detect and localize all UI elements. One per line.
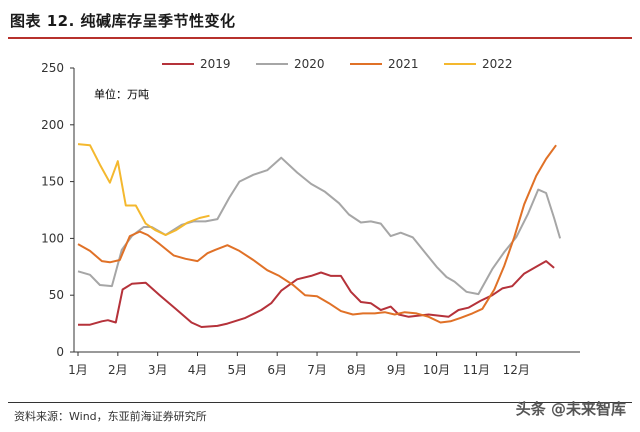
series-line-2019 — [78, 260, 555, 328]
x-tick-label: 6月 — [267, 363, 287, 377]
y-tick-label: 100 — [41, 231, 64, 245]
x-tick-label: 10月 — [423, 363, 450, 377]
series-line-2022 — [77, 143, 210, 236]
legend-label-2022: 2022 — [482, 57, 513, 71]
y-tick-label: 200 — [41, 118, 64, 132]
x-tick-label: 3月 — [148, 363, 168, 377]
x-tick-label: 2月 — [108, 363, 128, 377]
source-note: 资料来源：Wind，东亚前海证券研究所 — [14, 410, 207, 423]
legend-label-2020: 2020 — [294, 57, 325, 71]
x-tick-label: 12月 — [503, 363, 530, 377]
x-tick-label: 9月 — [387, 363, 407, 377]
series-line-2021 — [77, 144, 557, 324]
x-tick-label: 8月 — [347, 363, 367, 377]
x-tick-label: 11月 — [463, 363, 490, 377]
chart-axes — [70, 67, 580, 356]
season-inventory-chart: 0 50 100 150 200 250 1月 2月 3月 4月 5月 6月 7月 8月 9月 10月 11月 1… — [41, 57, 580, 377]
chart-tick-labels: 0 50 100 150 200 250 1月 2月 3月 4月 5月 6月 7月 8月 9月 10月 11月 1… — [41, 61, 530, 377]
legend-label-2019: 2019 — [200, 57, 231, 71]
watermark-logo: 头条 @未来智库 — [515, 400, 626, 418]
y-tick-label: 250 — [41, 61, 64, 75]
chart-legend: 2019 2020 2021 2022 — [162, 57, 513, 71]
chart-title: 图表 12. 纯碱库存呈季节性变化 — [10, 12, 236, 30]
y-tick-label: 150 — [41, 175, 64, 189]
x-tick-label: 1月 — [68, 363, 88, 377]
chart-series-group — [77, 143, 562, 328]
x-tick-label: 7月 — [307, 363, 327, 377]
footer-divider — [8, 402, 632, 403]
x-tick-label: 5月 — [228, 363, 248, 377]
y-tick-label: 50 — [49, 288, 64, 302]
y-tick-label: 0 — [56, 345, 64, 359]
x-tick-label: 4月 — [188, 363, 208, 377]
title-divider — [8, 37, 632, 39]
legend-label-2021: 2021 — [388, 57, 419, 71]
unit-label: 单位：万吨 — [94, 87, 149, 101]
